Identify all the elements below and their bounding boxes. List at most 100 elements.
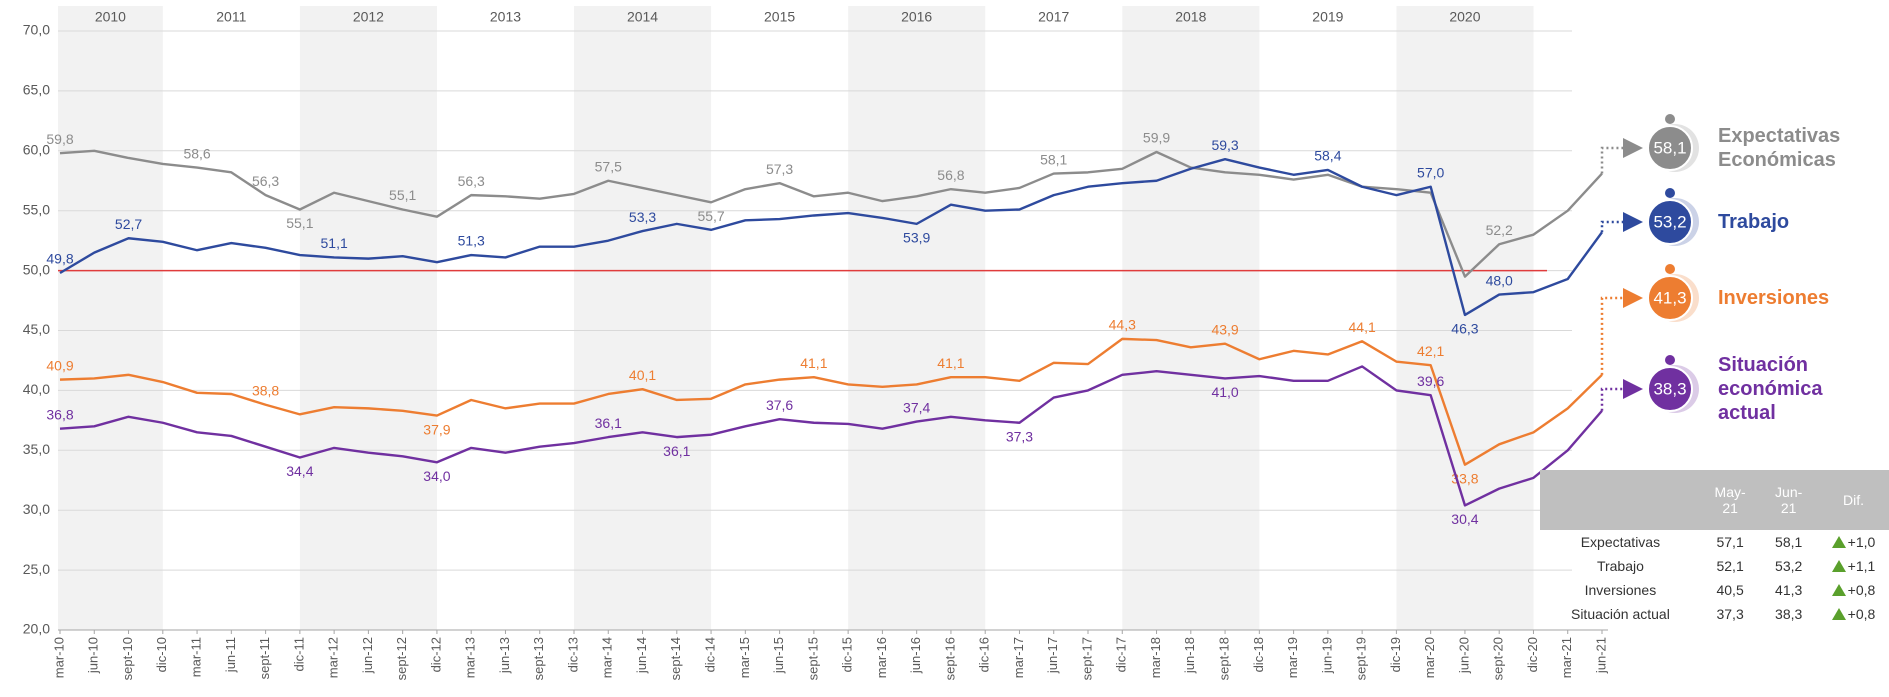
year-band: [848, 6, 986, 630]
year-band: [58, 6, 163, 630]
value-label: 57,3: [766, 161, 793, 177]
end-marker: [1647, 125, 1693, 171]
year-label: 2011: [216, 9, 246, 25]
y-tick-label: 30,0: [23, 501, 50, 517]
x-tick-label: sept-17: [1079, 637, 1094, 680]
x-tick-label: dic-16: [977, 637, 992, 672]
x-tick-label: jun-21: [1593, 637, 1608, 674]
legend-name: Inversiones: [1718, 287, 1830, 309]
x-tick-label: sept-15: [805, 637, 820, 680]
value-label: 59,8: [46, 131, 73, 147]
cell-text: 52,1: [1716, 558, 1744, 574]
x-tick-label: jun-13: [497, 637, 512, 674]
x-tick-label: sept-14: [668, 637, 683, 680]
value-label: 57,5: [595, 158, 622, 174]
year-band: [299, 6, 437, 630]
cell-text: 41,3: [1775, 582, 1803, 598]
series-line: [59, 157, 1603, 317]
up-icon: [1831, 584, 1846, 596]
y-tick-label: 40,0: [23, 381, 50, 397]
table-cell: 41,3: [1759, 578, 1818, 602]
y-tick-label: 55,0: [23, 201, 50, 217]
year-label: 2017: [1038, 9, 1069, 25]
series-line: [59, 365, 1603, 507]
year-label: 2010: [95, 9, 126, 25]
cell-text: 57,1: [1716, 534, 1744, 550]
value-label: 30,4: [1451, 511, 1478, 527]
value-label: 46,3: [1451, 321, 1478, 337]
year-label: 2012: [353, 9, 384, 25]
series-line: [59, 149, 1603, 278]
value-label: 58,4: [1314, 148, 1341, 164]
value-label: 41,1: [937, 355, 964, 371]
x-tick-label: jun-18: [1182, 637, 1197, 674]
value-label: 38,8: [252, 382, 279, 398]
table-cell: 38,3: [1759, 602, 1818, 626]
x-tick-label: dic-12: [428, 637, 443, 672]
end-marker: [1647, 366, 1693, 412]
x-tick-label: mar-16: [874, 637, 889, 678]
value-label: 41,1: [800, 355, 827, 371]
x-tick-label: sept-13: [531, 637, 546, 680]
value-label: 34,0: [423, 468, 450, 484]
value-label: 56,3: [252, 173, 279, 189]
table-cell: +1,1: [1818, 554, 1889, 578]
x-tick-label: mar-19: [1285, 637, 1300, 678]
up-icon: [1831, 560, 1846, 572]
header-cell: [1540, 470, 1701, 530]
connector: [1600, 288, 1643, 375]
cell-text: 37,3: [1716, 606, 1744, 622]
value-label: 43,9: [1211, 321, 1238, 337]
y-tick-label: 45,0: [23, 321, 50, 337]
value-label: 55,1: [286, 215, 313, 231]
value-label: 36,1: [663, 443, 690, 459]
table-row: Situación actual 37,3 38,3 +0,8: [1540, 602, 1889, 626]
end-marker: [1647, 199, 1693, 245]
x-tick-label: jun-10: [86, 637, 101, 674]
cell-text: Situación actual: [1570, 606, 1670, 622]
end-value-label: 41,3: [1653, 288, 1686, 307]
value-label: 40,9: [46, 357, 73, 373]
x-tick-label: mar-10: [51, 637, 66, 678]
cell-text: 53,2: [1775, 558, 1803, 574]
x-tick-label: jun-17: [1045, 637, 1060, 674]
x-tick-label: sept-10: [120, 637, 135, 680]
year-label: 2020: [1449, 9, 1480, 25]
x-tick-label: sept-16: [942, 637, 957, 680]
x-tick-label: jun-16: [908, 637, 923, 674]
x-tick-label: mar-18: [1148, 637, 1163, 678]
x-tick-label: dic-10: [154, 637, 169, 672]
table-cell: Trabajo: [1540, 554, 1701, 578]
header-text: Dif.: [1842, 492, 1864, 508]
y-tick-label: 65,0: [23, 82, 50, 98]
table-cell: 40,5: [1701, 578, 1760, 602]
value-label: 58,6: [183, 145, 210, 161]
value-label: 37,4: [903, 399, 930, 415]
x-tick-label: jun-12: [360, 637, 375, 674]
header-cell: Jun-21: [1759, 470, 1818, 530]
x-tick-label: sept-19: [1354, 637, 1369, 680]
x-tick-label: dic-15: [840, 637, 855, 672]
up-icon: [1831, 536, 1846, 548]
value-label: 55,7: [697, 208, 724, 224]
value-label: 42,1: [1417, 343, 1444, 359]
value-label: 52,7: [115, 216, 142, 232]
summary-table: May-21 Jun-21 Dif. Expectativas 57,1 58,1 +…: [1540, 470, 1889, 626]
cell-text: +1,0: [1847, 534, 1876, 550]
x-tick-label: mar-13: [463, 637, 478, 678]
value-label: 57,0: [1417, 164, 1444, 180]
table-cell: 52,1: [1701, 554, 1760, 578]
x-tick-label: dic-20: [1525, 637, 1540, 672]
year-band: [574, 6, 712, 630]
value-label: 55,1: [389, 187, 416, 203]
cell-text: Inversiones: [1584, 582, 1657, 598]
y-tick-label: 35,0: [23, 441, 50, 457]
value-label: 53,9: [903, 230, 930, 246]
x-tick-label: mar-15: [737, 637, 752, 678]
marker-dot: [1665, 264, 1675, 274]
y-tick-label: 70,0: [23, 22, 50, 38]
x-tick-label: jun-14: [634, 637, 649, 674]
table-header: May-21 Jun-21 Dif.: [1540, 470, 1889, 530]
value-label: 41,0: [1211, 384, 1238, 400]
x-tick-label: dic-19: [1388, 637, 1403, 672]
